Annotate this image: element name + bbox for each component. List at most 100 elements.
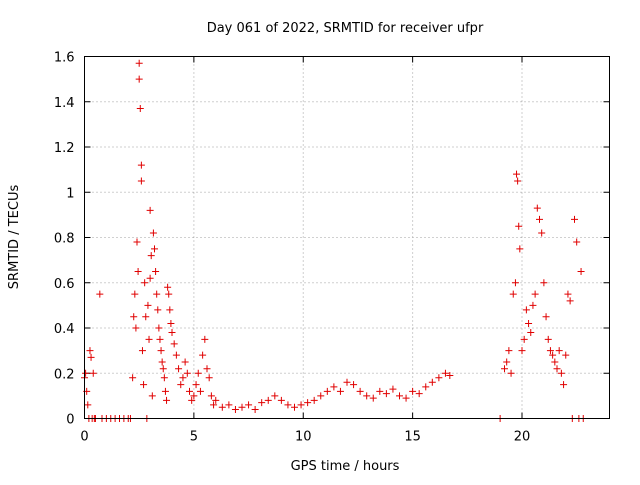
data-point — [146, 206, 154, 214]
data-point — [145, 335, 153, 343]
data-point — [163, 396, 171, 404]
data-point — [382, 390, 390, 398]
data-point — [148, 392, 156, 400]
data-point — [154, 306, 162, 314]
data-point — [96, 290, 104, 298]
data-point — [515, 222, 523, 230]
data-point — [435, 374, 443, 382]
data-point — [165, 290, 173, 298]
data-point — [210, 401, 218, 409]
data-point — [207, 392, 215, 400]
data-point — [573, 238, 581, 246]
data-point — [544, 335, 552, 343]
data-point — [156, 335, 164, 343]
data-point — [231, 405, 239, 413]
data-point — [155, 324, 163, 332]
data-point — [130, 313, 138, 321]
y-tick-label: 1.6 — [54, 51, 75, 66]
data-point — [546, 347, 554, 355]
data-point — [201, 335, 209, 343]
data-point — [264, 396, 272, 404]
x-tick-label: 0 — [80, 430, 88, 445]
data-point — [151, 245, 158, 253]
data-point — [86, 347, 94, 355]
data-point — [175, 365, 183, 373]
data-point — [199, 351, 207, 359]
chart-title: Day 061 of 2022, SRMTID for receiver ufp… — [207, 21, 484, 36]
data-point — [553, 365, 561, 373]
data-point — [376, 387, 384, 395]
data-point — [131, 290, 139, 298]
data-point — [291, 403, 298, 411]
data-point — [138, 347, 146, 355]
data-point — [336, 387, 344, 395]
data-point — [520, 335, 528, 343]
data-point — [531, 290, 539, 298]
data-point — [522, 306, 530, 314]
data-point — [323, 387, 331, 395]
data-point — [564, 290, 572, 298]
data-point — [514, 177, 522, 185]
data-point — [188, 396, 196, 404]
y-axis-label: SRMTID / TECUs — [7, 185, 22, 290]
data-point — [527, 329, 535, 337]
data-point — [132, 324, 140, 332]
plot-frame — [84, 56, 610, 419]
data-point — [549, 351, 557, 359]
data-point — [140, 381, 148, 389]
data-point — [518, 347, 526, 355]
x-axis-label: GPS time / hours — [291, 459, 400, 474]
data-point — [402, 394, 410, 402]
data-point — [135, 59, 143, 67]
data-point — [89, 369, 97, 377]
data-point — [157, 347, 165, 355]
y-tick-label: 1.4 — [54, 96, 75, 111]
data-point — [149, 229, 157, 237]
data-point — [136, 105, 144, 113]
data-point — [284, 401, 292, 409]
data-point — [192, 381, 200, 389]
x-tick-label: 10 — [295, 430, 312, 445]
data-point — [146, 274, 154, 282]
data-point — [160, 374, 168, 382]
y-tick-label: 0.4 — [54, 322, 75, 337]
data-point — [343, 378, 351, 386]
data-point — [205, 374, 213, 382]
data-point — [369, 394, 377, 402]
data-point — [505, 347, 513, 355]
data-point — [196, 387, 204, 395]
data-point — [251, 405, 259, 413]
data-point — [501, 365, 508, 373]
data-point — [141, 279, 149, 287]
data-point — [190, 392, 198, 400]
y-tick-label: 0 — [66, 413, 74, 428]
data-point — [396, 392, 403, 400]
data-point — [310, 396, 318, 404]
data-point — [551, 358, 559, 366]
data-point — [245, 401, 253, 409]
data-point — [389, 385, 397, 393]
data-point — [525, 319, 533, 327]
data-point — [183, 369, 191, 377]
data-point — [137, 161, 145, 169]
data-point — [212, 396, 220, 404]
data-point — [529, 301, 537, 309]
data-point — [277, 396, 285, 404]
grid-layer — [84, 56, 610, 419]
data-point — [271, 392, 279, 400]
data-point — [135, 75, 143, 83]
data-point — [363, 392, 371, 400]
data-point — [571, 215, 578, 223]
data-point — [503, 358, 511, 366]
data-point — [158, 358, 166, 366]
data-point — [203, 365, 211, 373]
data-point — [536, 215, 543, 223]
data-point — [177, 381, 185, 389]
data-point — [577, 267, 585, 275]
x-tick-label: 20 — [514, 430, 531, 445]
data-point — [415, 390, 423, 398]
y-tick-label: 0.6 — [54, 277, 75, 292]
data-point — [168, 329, 176, 337]
